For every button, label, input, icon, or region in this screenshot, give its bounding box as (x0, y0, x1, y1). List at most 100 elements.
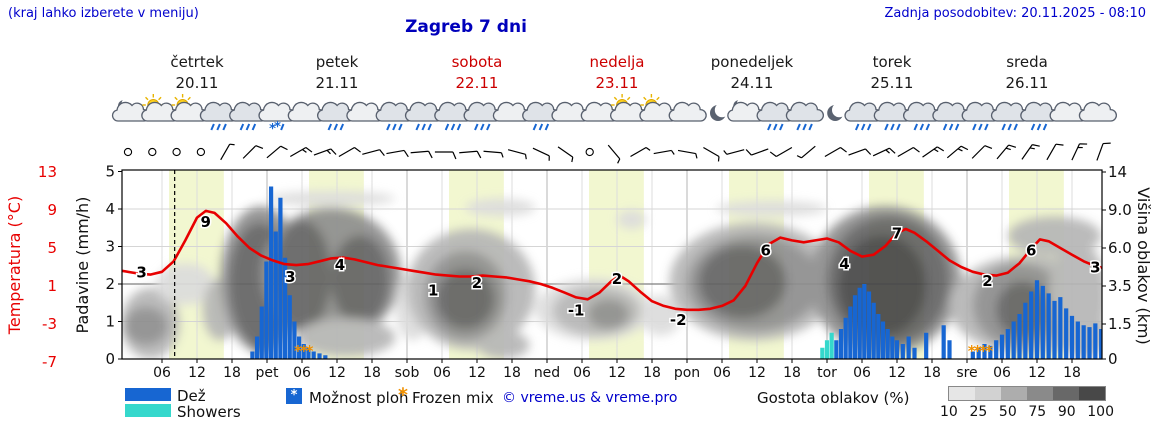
svg-text:*: * (979, 342, 987, 360)
weather-icon-rain (317, 101, 356, 131)
svg-text:pon: pon (674, 365, 700, 381)
svg-text:Temperatura (°C): Temperatura (°C) (5, 196, 24, 335)
svg-text:3.5: 3.5 (1108, 277, 1132, 295)
svg-text:18: 18 (1063, 365, 1081, 381)
wind-barbs-row (123, 142, 1111, 164)
precipitation-axis-values: 5 4 3 2 1 0 (105, 163, 115, 369)
svg-text:pet: pet (256, 365, 280, 381)
density-scale-tick: 75 (1028, 404, 1047, 420)
frozen-mix-marks: *** **** (294, 342, 993, 360)
day-date: 23.11 (595, 74, 639, 92)
density-scale-tick: 50 (998, 404, 1017, 420)
svg-text:4: 4 (839, 255, 849, 273)
svg-text:14: 14 (1108, 163, 1127, 181)
svg-text:5: 5 (105, 163, 115, 181)
x-axis-labels: 06 12 18 pet 06 12 18 sob 06 12 18 ned 06 12 18 pon 06 12… (153, 365, 1081, 381)
svg-text:9: 9 (201, 213, 211, 231)
svg-text:*: * (300, 342, 308, 360)
svg-text:06: 06 (713, 365, 731, 381)
day-name: petek (315, 53, 359, 71)
day-date: 22.11 (455, 74, 499, 92)
svg-text:sob: sob (395, 365, 420, 381)
svg-text:6: 6 (761, 242, 771, 260)
svg-text:-2: -2 (670, 311, 687, 329)
svg-text:0: 0 (105, 350, 115, 368)
density-scale-segment (1079, 387, 1105, 400)
svg-text:*: * (306, 342, 314, 360)
svg-text:18: 18 (923, 365, 941, 381)
rain-legend-swatch (125, 388, 171, 401)
weather-icon-rain (844, 101, 883, 131)
day-name: torek (872, 53, 912, 71)
cloud-density-legend-label: Gostota oblakov (%) (757, 389, 910, 407)
svg-text:12: 12 (748, 365, 766, 381)
weather-icon-rain (990, 101, 1030, 131)
svg-text:*: * (274, 120, 281, 135)
svg-text:4: 4 (335, 256, 345, 274)
rain-legend-label: Dež (177, 387, 206, 405)
svg-text:1.5: 1.5 (1108, 315, 1132, 333)
svg-text:18: 18 (223, 365, 241, 381)
temperature-value-labels: 3 9 3 4 1 2 -1 2 -2 6 4 7 2 6 3 (135, 212, 1102, 331)
svg-text:ned: ned (534, 365, 560, 381)
day-header-wednesday: sreda 26.11 (957, 52, 1097, 94)
chance-of-showers-icon: * (286, 388, 302, 404)
svg-text:06: 06 (293, 365, 311, 381)
svg-text:18: 18 (503, 365, 521, 381)
svg-text:6.0: 6.0 (1108, 239, 1132, 257)
svg-text:*: * (968, 342, 976, 360)
svg-text:06: 06 (853, 365, 871, 381)
weather-icon-sun-cloud (170, 94, 209, 122)
weather-icon-cloud (668, 101, 707, 122)
weather-icon-rain (522, 101, 561, 131)
density-scale-tick: 10 (940, 404, 958, 420)
svg-text:1: 1 (47, 277, 57, 295)
day-name: sobota (451, 53, 503, 71)
svg-text:13: 13 (38, 163, 57, 181)
copyright-links[interactable]: © vreme.us & vreme.pro (502, 390, 678, 406)
day-date: 24.11 (730, 74, 774, 92)
last-update-text: Zadnja posodobitev: 20.11.2025 - 08:10 (884, 6, 1146, 21)
svg-text:12: 12 (468, 365, 486, 381)
svg-text:2: 2 (105, 275, 115, 293)
plot-frame (118, 169, 1106, 363)
svg-text:18: 18 (363, 365, 381, 381)
svg-text:0: 0 (1108, 350, 1118, 368)
day-header-friday: petek 21.11 (267, 52, 407, 94)
svg-text:18: 18 (783, 365, 801, 381)
svg-text:*: * (985, 342, 993, 360)
weather-icon-rain (785, 101, 824, 131)
cloud-density-scale (948, 386, 1106, 401)
svg-text:2: 2 (982, 272, 992, 290)
svg-text:2: 2 (472, 274, 482, 292)
svg-text:2: 2 (612, 270, 622, 288)
svg-text:*: * (294, 342, 302, 360)
density-scale-segment (1053, 387, 1079, 400)
density-scale-tick: 25 (969, 404, 988, 420)
svg-text:3: 3 (105, 238, 115, 256)
svg-text:1: 1 (105, 313, 115, 331)
svg-text:sre: sre (956, 365, 977, 381)
density-scale-segment (1027, 387, 1053, 400)
day-date: 21.11 (315, 74, 359, 92)
svg-text:Višina oblakov (km): Višina oblakov (km) (1134, 187, 1152, 344)
svg-text:1: 1 (428, 282, 438, 300)
weather-icon-moon (710, 102, 730, 121)
svg-text:-7: -7 (42, 353, 57, 371)
precipitation-bars (250, 186, 1102, 359)
svg-text:3: 3 (1090, 259, 1100, 277)
svg-text:4: 4 (105, 200, 115, 218)
showers-legend-label: Showers (177, 403, 241, 421)
svg-text:9: 9 (47, 201, 57, 219)
svg-text:9.0: 9.0 (1108, 201, 1132, 219)
frozen-mix-icon: * (398, 384, 408, 406)
page-title: Zagreb 7 dni (405, 17, 527, 37)
svg-text:12: 12 (1028, 365, 1046, 381)
svg-text:-3: -3 (42, 315, 57, 333)
day-header-tuesday: torek 25.11 (822, 52, 962, 94)
svg-text:06: 06 (433, 365, 451, 381)
weather-icon-sun-cloud (610, 94, 649, 122)
weather-icon-rain (375, 101, 414, 131)
chance-of-showers-label: Možnost ploh (309, 389, 409, 407)
